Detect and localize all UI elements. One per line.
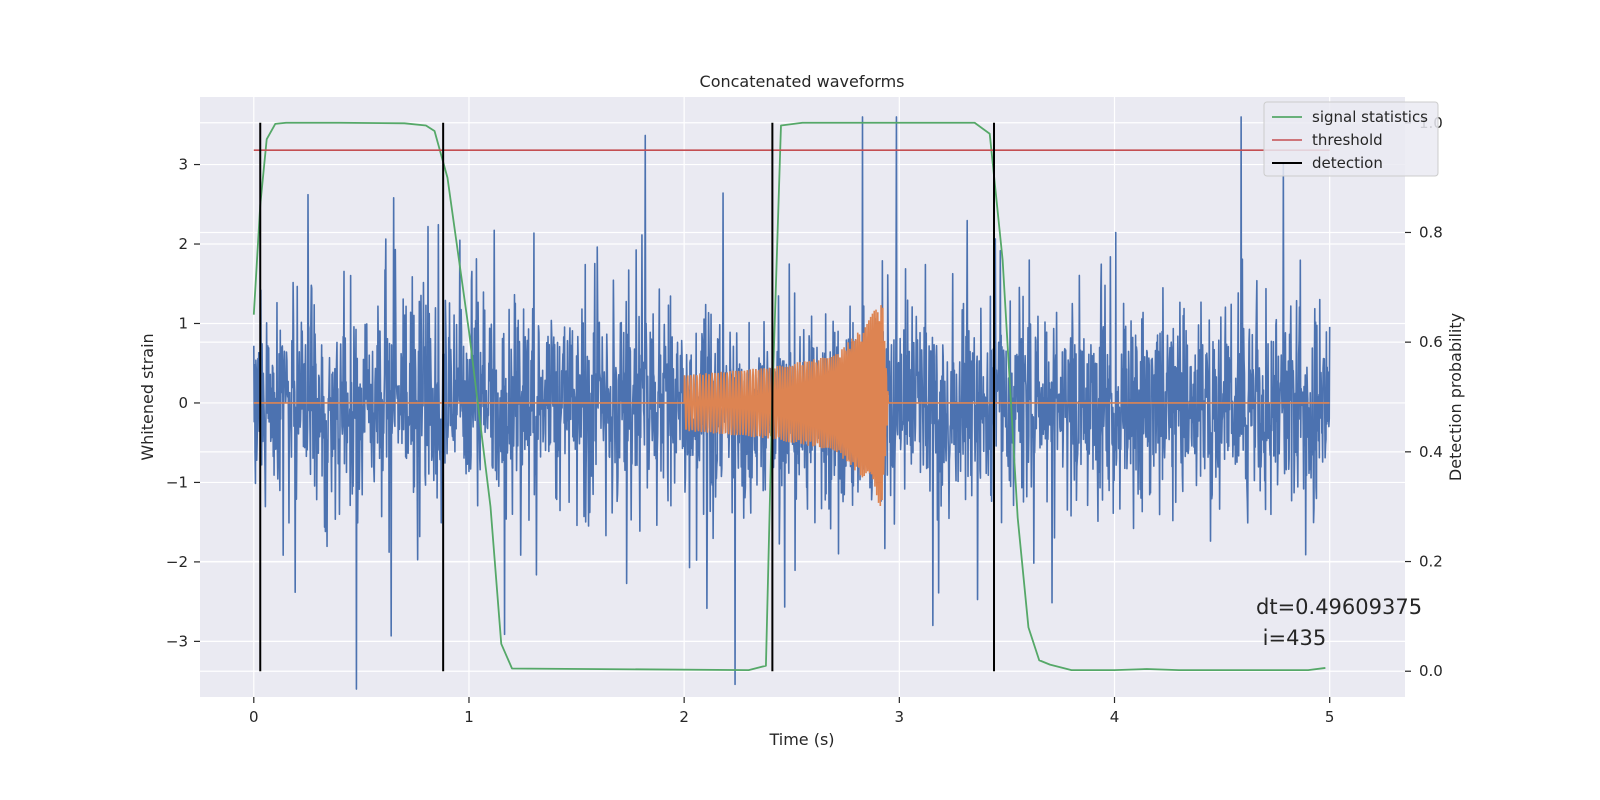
injected-signal-series [253,305,1330,507]
x-tick-label-4: 4 [1110,708,1120,726]
annotation-dt: dt=0.49609375 [1256,595,1422,619]
y-tick-label-left-6: 3 [178,156,188,174]
x-tick-label-5: 5 [1325,708,1335,726]
y-axis-label-left: Whitened strain [138,333,157,460]
y-axis-label-right: Detection probability [1446,313,1465,481]
x-tick-label-2: 2 [679,708,689,726]
y-tick-label-left-5: 2 [178,235,188,253]
y-tick-label-left-0: −3 [166,632,188,650]
legend-label-2: detection [1312,154,1383,172]
y-tick-label-left-1: −2 [166,553,188,571]
x-axis-label: Time (s) [768,730,834,749]
y-tick-label-left-3: 0 [178,394,188,412]
annotation-index: i=435 [1256,626,1326,650]
injected-signal-line [253,305,1330,507]
detection-lines [259,122,996,672]
y-tick-label-right-2: 0.4 [1419,443,1443,461]
legend-label-1: threshold [1312,131,1383,149]
y-tick-label-right-3: 0.6 [1419,333,1443,351]
legend-label-0: signal statistics [1312,108,1428,126]
y-tick-label-right-1: 0.2 [1419,553,1443,571]
x-tick-label-0: 0 [249,708,259,726]
y-tick-label-right-4: 0.8 [1419,223,1443,241]
legend-frame [1263,101,1439,177]
chart-title: Concatenated waveforms [700,72,905,91]
y-tick-label-left-4: 1 [178,314,188,332]
x-tick-label-1: 1 [464,708,474,726]
signal-statistics-line [252,121,1326,672]
x-tick-label-3: 3 [895,708,905,726]
y-tick-label-left-2: −1 [166,473,188,491]
legend: signal statistics threshold detection [1263,101,1439,177]
y-tick-label-right-0: 0.0 [1419,662,1443,680]
signal-statistics-series [252,121,1326,672]
